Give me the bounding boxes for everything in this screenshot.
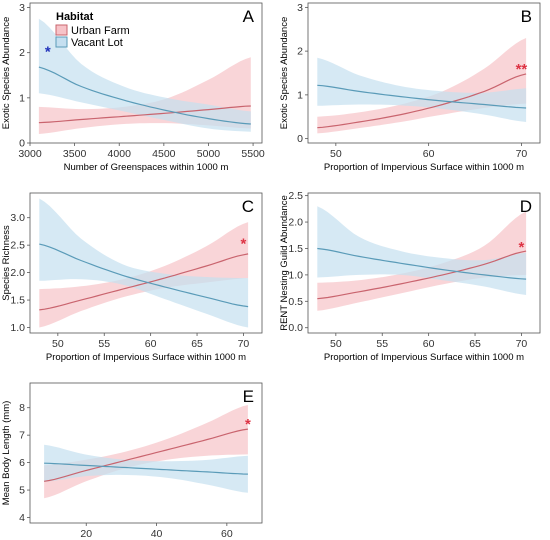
series-line-urban-farm xyxy=(38,105,251,124)
ci-band-urban-farm xyxy=(317,38,527,134)
y-tick-label: 2 xyxy=(297,46,303,58)
series-line-urban-farm xyxy=(317,73,527,129)
legend-title: Habitat xyxy=(56,11,94,23)
series-line-vacant-lot xyxy=(317,247,527,280)
panel-a: 3000 3500 4000 4500 5000 5500 0 1 2 3 Number of Gr… xyxy=(1,2,265,173)
y-tick-label: 2.0 xyxy=(288,217,303,229)
x-tick-label: 5500 xyxy=(241,148,265,160)
legend-entry: Urban Farm xyxy=(71,25,130,37)
x-tick-label: 3000 xyxy=(18,148,42,160)
x-tick-label: 50 xyxy=(330,148,342,160)
panel-d: 50 55 60 65 70 0.0 0.5 1.0 1.5 2.0 2.5 Proportion o… xyxy=(279,190,541,363)
y-tick-label: 5 xyxy=(19,485,25,497)
y-tick-label: 4 xyxy=(19,512,25,524)
x-tick-label: 70 xyxy=(238,338,250,350)
x-axis-label: Proportion of Impervious Surface within … xyxy=(324,162,524,173)
x-tick-label: 70 xyxy=(516,148,528,160)
x-tick-label: 50 xyxy=(52,338,64,350)
series-line-urban-farm xyxy=(317,250,527,300)
y-tick-label: 2.5 xyxy=(288,190,303,202)
y-tick-label: 0 xyxy=(297,133,303,145)
x-tick-label: 65 xyxy=(191,338,203,350)
y-axis-label: RENT Nesting Guild Abundance xyxy=(279,195,290,331)
significance-star: * xyxy=(519,239,525,256)
y-tick-label: 3.0 xyxy=(10,212,25,224)
x-tick-label: 5000 xyxy=(197,148,221,160)
x-tick-label: 4500 xyxy=(152,148,176,160)
y-tick-label: 1.0 xyxy=(288,269,303,281)
plot-frame xyxy=(29,382,263,524)
x-tick-label: 55 xyxy=(98,338,110,350)
x-tick-label: 20 xyxy=(80,528,92,540)
significance-star: ** xyxy=(516,61,528,78)
panel-label: C xyxy=(242,197,254,216)
x-tick-label: 70 xyxy=(516,338,528,350)
legend-swatch xyxy=(55,36,68,48)
plot-frame xyxy=(29,2,263,144)
y-tick-label: 1 xyxy=(297,89,303,101)
y-axis-label: Species Richness xyxy=(1,225,12,301)
series-line-vacant-lot xyxy=(38,66,251,125)
x-tick-label: 3500 xyxy=(63,148,87,160)
series-line-urban-farm xyxy=(39,253,249,311)
ci-band-urban-farm xyxy=(317,211,527,311)
y-tick-label: 3 xyxy=(19,2,25,14)
x-tick-label: 50 xyxy=(330,338,342,350)
x-tick-label: 55 xyxy=(376,338,388,350)
y-tick-label: 1.5 xyxy=(10,295,25,307)
panel-e: 20406045678Number of Buildings within 10… xyxy=(1,382,263,540)
panel-label: E xyxy=(243,387,254,406)
panel-label: B xyxy=(521,7,532,26)
legend-entry: Vacant Lot xyxy=(71,37,123,49)
x-tick-label: 40 xyxy=(151,528,163,540)
x-tick-label: 60 xyxy=(221,528,233,540)
x-tick-label: 65 xyxy=(469,338,481,350)
y-tick-label: 6 xyxy=(19,457,25,469)
x-tick-label: 60 xyxy=(423,338,435,350)
plot-frame xyxy=(307,2,541,144)
ci-band-vacant-lot xyxy=(38,18,251,132)
x-tick-label: 60 xyxy=(145,338,157,350)
panel-b: 50 60 70 0 1 2 3 Proportion of Impervious Surfa… xyxy=(279,2,541,173)
x-axis-label: Number of Greenspaces within 1000 m xyxy=(64,162,229,173)
series-line-vacant-lot xyxy=(39,243,249,308)
significance-star: * xyxy=(245,416,251,433)
y-tick-label: 2.5 xyxy=(10,240,25,252)
plot-frame xyxy=(307,192,541,334)
plot-frame xyxy=(29,192,263,334)
y-tick-label: 7 xyxy=(19,430,25,442)
series-line-urban-farm xyxy=(44,428,248,482)
y-tick-label: 1.5 xyxy=(288,243,303,255)
significance-star: * xyxy=(45,43,51,60)
significance-star: * xyxy=(241,235,247,252)
series-line-vacant-lot xyxy=(44,462,248,475)
y-axis-label: Exotic Species Abundance xyxy=(1,17,12,130)
y-tick-label: 0.5 xyxy=(288,296,303,308)
legend-swatch xyxy=(55,24,68,36)
y-tick-label: 1.0 xyxy=(10,322,25,334)
y-tick-label: 0 xyxy=(19,138,25,150)
y-tick-label: 0.0 xyxy=(288,322,303,334)
ci-band-vacant-lot xyxy=(317,206,527,295)
y-tick-label: 8 xyxy=(19,402,25,414)
panel-label: D xyxy=(520,197,532,216)
series-line-vacant-lot xyxy=(317,84,527,109)
y-axis-label: Exotic Species Abundance xyxy=(279,17,290,130)
x-axis-label: Proportion of Impervious Surface within … xyxy=(324,352,524,363)
panel-c: 50 55 60 65 70 1.0 1.5 2.0 2.5 3.0 Proportion of I… xyxy=(1,192,263,363)
y-tick-label: 1 xyxy=(19,92,25,104)
ci-band-vacant-lot xyxy=(317,57,527,123)
y-tick-label: 3 xyxy=(297,2,303,14)
x-axis-label: Proportion of Impervious Surface within … xyxy=(46,352,246,363)
y-axis-label: Mean Body Length (mm) xyxy=(1,401,12,506)
y-tick-label: 2 xyxy=(19,47,25,59)
panel-label: A xyxy=(243,7,255,26)
y-tick-label: 2.0 xyxy=(10,267,25,279)
x-tick-label: 4000 xyxy=(108,148,132,160)
x-tick-label: 60 xyxy=(423,148,435,160)
